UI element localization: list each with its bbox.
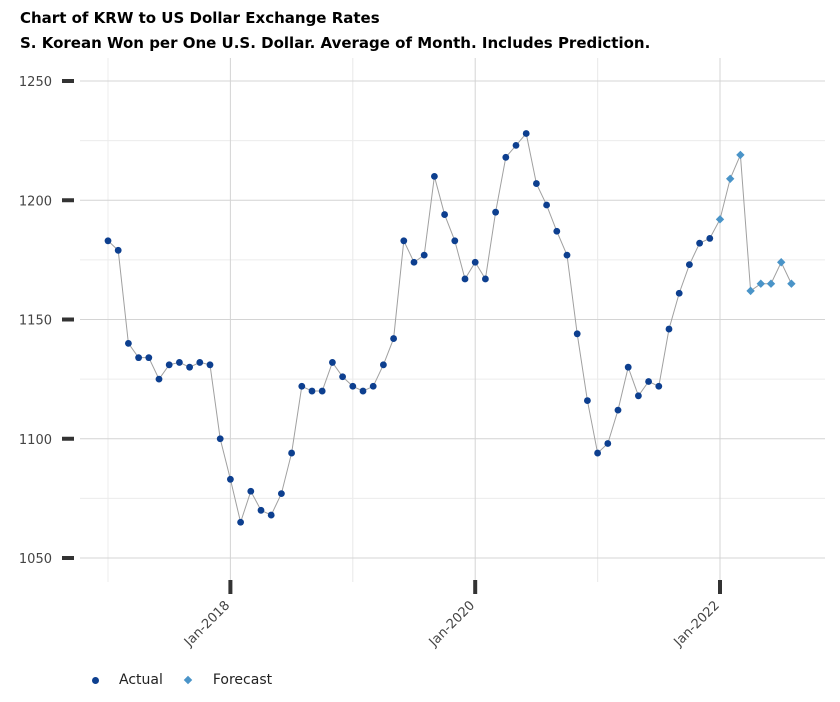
actual-point bbox=[686, 261, 693, 269]
actual-point bbox=[196, 359, 204, 366]
actual-point bbox=[135, 354, 143, 362]
actual-point bbox=[359, 387, 367, 395]
x-tick-label: Jan-2020 bbox=[426, 598, 478, 650]
actual-point bbox=[410, 258, 418, 266]
y-tick-label: 1100 bbox=[19, 433, 52, 448]
actual-point bbox=[186, 363, 194, 371]
actual-point bbox=[624, 363, 632, 371]
actual-point bbox=[431, 173, 438, 180]
legend-actual-label: Actual bbox=[119, 672, 163, 688]
actual-point bbox=[247, 487, 255, 495]
actual-point bbox=[114, 246, 122, 254]
forecast-point bbox=[736, 150, 745, 160]
actual-point bbox=[176, 359, 183, 366]
legend-item-actual: Actual bbox=[92, 672, 163, 688]
actual-point bbox=[369, 382, 377, 390]
actual-point bbox=[573, 330, 581, 338]
legend-forecast-marker bbox=[183, 675, 193, 685]
actual-point bbox=[420, 251, 428, 259]
legend-forecast-label: Forecast bbox=[212, 672, 273, 688]
actual-point bbox=[706, 235, 714, 242]
actual-point bbox=[145, 354, 153, 362]
actual-point bbox=[318, 387, 326, 395]
actual-point bbox=[655, 382, 663, 390]
actual-point bbox=[349, 382, 357, 390]
x-tick-label: Jan-2022 bbox=[671, 598, 723, 650]
actual-point bbox=[471, 258, 479, 266]
actual-point bbox=[237, 518, 245, 526]
actual-point bbox=[604, 440, 612, 447]
actual-point bbox=[645, 378, 652, 385]
y-tick-label: 1150 bbox=[19, 314, 52, 329]
forecast-point bbox=[726, 174, 735, 183]
actual-point bbox=[329, 359, 336, 366]
actual-point bbox=[563, 251, 571, 259]
actual-point bbox=[635, 392, 642, 400]
actual-point bbox=[482, 275, 489, 283]
actual-point bbox=[665, 325, 673, 333]
actual-point bbox=[298, 382, 306, 390]
actual-point bbox=[227, 475, 234, 483]
actual-point bbox=[594, 449, 601, 457]
forecast-point bbox=[766, 279, 776, 288]
forecast-point bbox=[756, 279, 765, 288]
legend-item-forecast: Forecast bbox=[183, 672, 273, 688]
actual-point bbox=[155, 375, 163, 383]
actual-point bbox=[165, 361, 173, 369]
actual-point bbox=[216, 435, 224, 443]
x-tick-label: Jan-2018 bbox=[181, 598, 233, 650]
actual-point bbox=[104, 237, 112, 245]
y-tick-label: 1050 bbox=[19, 552, 52, 567]
actual-point bbox=[400, 237, 408, 245]
actual-point bbox=[502, 153, 510, 161]
actual-point bbox=[675, 289, 683, 297]
actual-point bbox=[380, 361, 387, 369]
actual-point bbox=[512, 141, 520, 149]
chart-subtitle: S. Korean Won per One U.S. Dollar. Avera… bbox=[20, 34, 651, 52]
actual-point bbox=[451, 237, 459, 245]
chart-title: Chart of KRW to US Dollar Exchange Rates bbox=[20, 9, 380, 27]
actual-point bbox=[553, 227, 561, 235]
actual-point bbox=[124, 339, 132, 347]
forecast-point bbox=[787, 279, 796, 288]
actual-point bbox=[267, 511, 275, 519]
actual-point bbox=[339, 373, 346, 381]
actual-point bbox=[288, 449, 295, 457]
actual-point bbox=[543, 201, 550, 209]
y-tick-label: 1200 bbox=[19, 194, 52, 209]
actual-point bbox=[390, 335, 397, 342]
actual-point bbox=[584, 397, 591, 404]
actual-point bbox=[696, 239, 703, 247]
series-line bbox=[107, 132, 792, 525]
actual-point bbox=[206, 361, 214, 369]
actual-point bbox=[522, 130, 530, 137]
actual-point bbox=[461, 275, 469, 283]
forecast-point bbox=[746, 286, 755, 296]
actual-point bbox=[278, 490, 285, 498]
actual-point bbox=[257, 506, 265, 514]
y-tick-label: 1250 bbox=[19, 75, 52, 90]
actual-point bbox=[441, 211, 448, 218]
forecast-point bbox=[715, 215, 725, 224]
actual-point bbox=[614, 406, 622, 414]
actual-point bbox=[492, 208, 499, 216]
forecast-point bbox=[777, 258, 786, 267]
legend: Actual Forecast bbox=[92, 672, 294, 688]
actual-point bbox=[533, 180, 540, 187]
actual-point bbox=[308, 387, 316, 395]
legend-actual-marker bbox=[92, 676, 99, 684]
